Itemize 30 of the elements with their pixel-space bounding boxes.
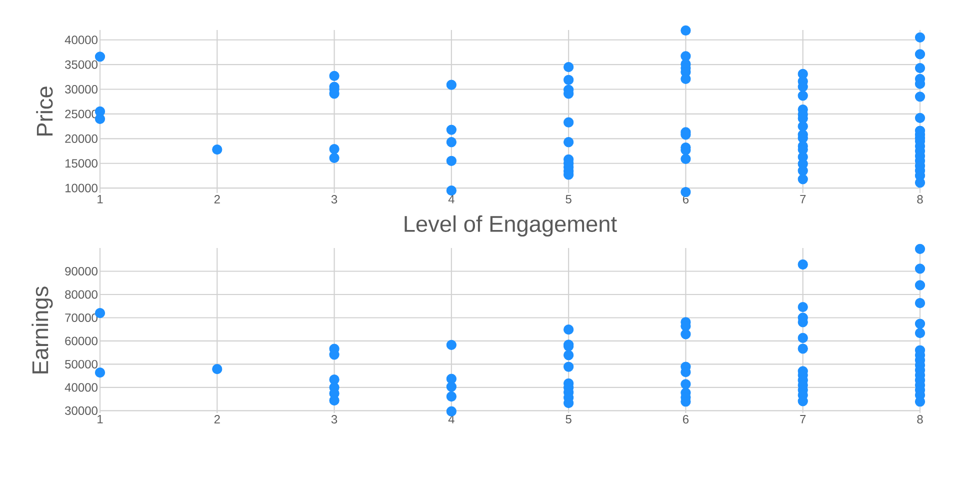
y-tick-label: 40000 [64, 36, 98, 44]
y-tick-label: 15000 [66, 159, 98, 168]
y-tick-label: 70000 [65, 313, 98, 322]
y-axis-title: Earnings [32, 286, 53, 374]
y-tick-label: 10000 [66, 184, 98, 192]
y-tick-label: 80000 [65, 290, 98, 299]
x-tick-label: 2 [214, 415, 220, 424]
y-tick-label: 20000 [65, 134, 98, 143]
x-tick-label: 3 [331, 195, 338, 204]
y-tick-label: 35000 [65, 60, 98, 69]
y-axis-title: Price [36, 86, 53, 136]
x-tick-label: 3 [331, 415, 338, 424]
x-tick-label: 4 [448, 195, 454, 204]
y-tick-label: 60000 [65, 336, 98, 346]
y-tick-label: 30000 [65, 406, 98, 415]
y-tick-label: 50000 [65, 360, 98, 368]
x-tick-label: 7 [800, 195, 806, 204]
x-tick-label: 7 [800, 415, 806, 424]
x-tick-label: 2 [214, 195, 220, 204]
y-tick-label: 30000 [65, 85, 98, 94]
x-axis-title: Level of Engagement [404, 215, 617, 236]
y-tick-label: 40000 [64, 383, 98, 392]
x-tick-label: 8 [917, 195, 923, 204]
x-tick-label: 1 [98, 195, 103, 204]
x-tick-label: 6 [682, 415, 689, 424]
x-tick-label: 5 [566, 195, 572, 204]
x-tick-label: 1 [98, 415, 103, 424]
x-tick-label: 8 [917, 415, 923, 424]
y-tick-label: 90000 [65, 266, 98, 276]
x-tick-label: 5 [566, 415, 572, 424]
